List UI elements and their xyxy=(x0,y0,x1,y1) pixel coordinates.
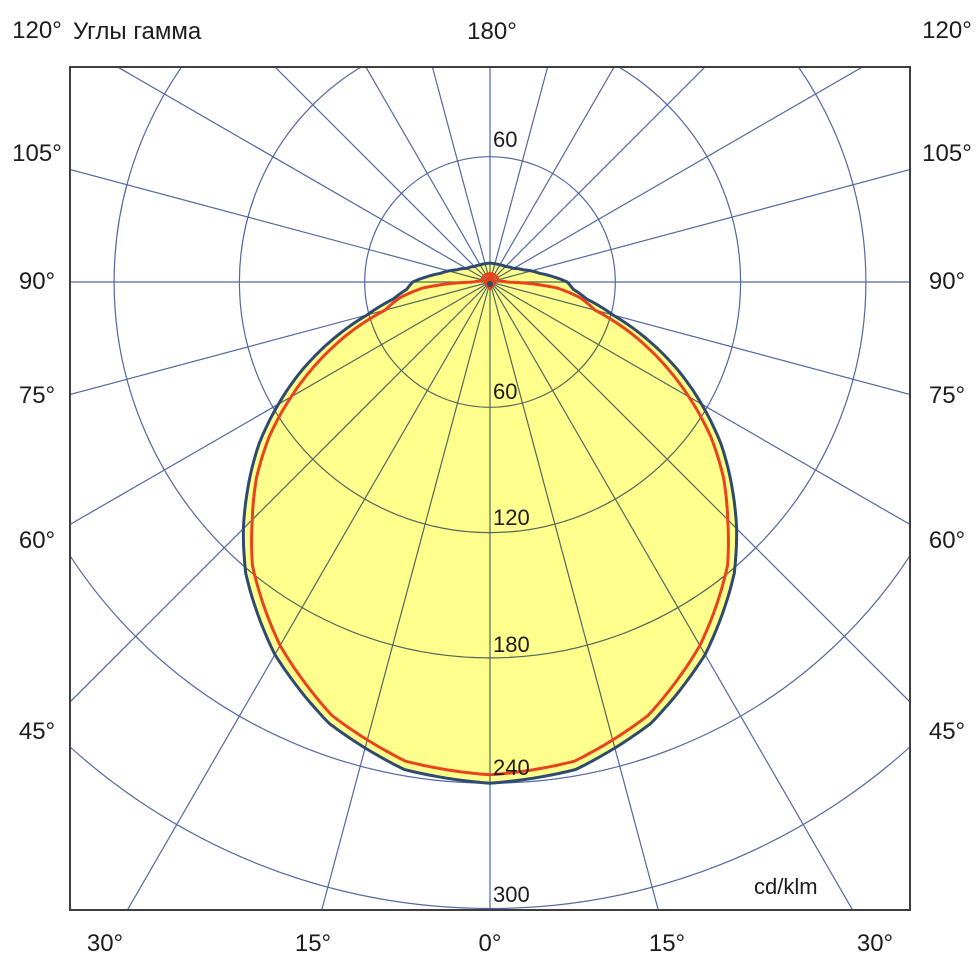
gamma-tick-label-bottom-30r: 30° xyxy=(856,930,894,957)
grid-radial-line xyxy=(489,67,706,283)
chart-title: Углы гамма xyxy=(73,18,202,45)
gamma-tick-label-bottom-15r: 15° xyxy=(648,930,686,957)
gamma-tick-label-right-120: 120° xyxy=(922,17,972,44)
grid-radial-line xyxy=(489,67,549,283)
grid-radial-line xyxy=(116,67,491,283)
intensity-tick-label-120: 120 xyxy=(493,505,530,530)
grid-radial-line xyxy=(70,168,491,283)
units-label: cd/klm xyxy=(754,874,818,899)
gamma-tick-label-left-120: 120° xyxy=(12,17,62,44)
gamma-tick-label-right-90: 90° xyxy=(928,268,966,295)
intensity-tick-label-240: 240 xyxy=(493,755,530,780)
gamma-tick-label-left-75: 75° xyxy=(18,382,56,409)
luminous-intensity-fill xyxy=(243,263,737,784)
grid-radial-line xyxy=(365,67,491,283)
intensity-tick-label-60: 60 xyxy=(493,379,518,404)
gamma-tick-label-bottom-0: 0° xyxy=(478,930,502,957)
gamma-tick-label-bottom-15l: 15° xyxy=(294,930,332,957)
plot-frame xyxy=(69,66,911,911)
grid-radial-line xyxy=(274,67,491,283)
gamma-tick-label-left-105: 105° xyxy=(12,140,62,167)
intensity-curve-c0-c180 xyxy=(241,261,739,785)
gamma-tick-label-left-60: 60° xyxy=(18,527,56,554)
gamma-tick-label-right-60: 60° xyxy=(928,527,966,554)
gamma-tick-label-right-75: 75° xyxy=(928,382,966,409)
gamma-tick-label-top: 180° xyxy=(467,18,517,45)
grid-radial-line xyxy=(489,281,910,396)
grid-radial-line xyxy=(70,281,491,396)
center-dot xyxy=(487,281,493,287)
grid-radial-line xyxy=(489,67,864,283)
gamma-tick-label-left-45: 45° xyxy=(18,718,56,745)
grid-radial-line xyxy=(489,67,615,283)
intensity-tick-label-300: 300 xyxy=(493,882,530,907)
intensity-tick-label-60-upper: 60 xyxy=(493,127,518,152)
intensity-curve-c90-c270 xyxy=(250,272,730,777)
gamma-tick-label-right-105: 105° xyxy=(922,140,972,167)
gamma-tick-label-bottom-30l: 30° xyxy=(86,930,124,957)
gamma-tick-label-right-45: 45° xyxy=(928,718,966,745)
gamma-tick-label-left-90: 90° xyxy=(18,268,56,295)
grid-radial-line xyxy=(489,168,910,283)
grid-radial-line xyxy=(431,67,491,283)
intensity-tick-label-180: 180 xyxy=(493,632,530,657)
